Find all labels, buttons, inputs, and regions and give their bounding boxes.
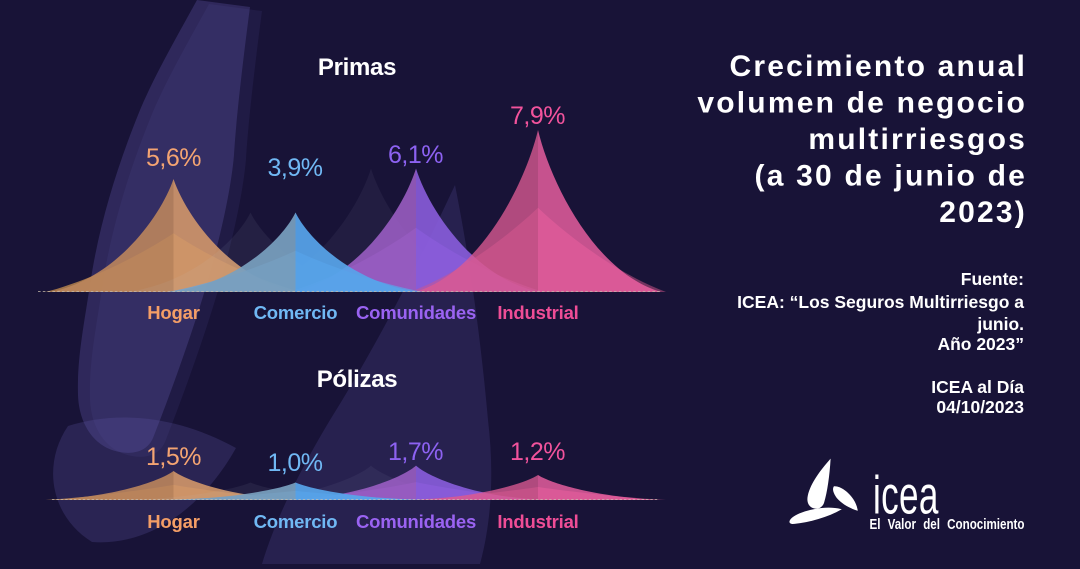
svg-text:volumen de negocio: volumen de negocio xyxy=(697,87,1027,120)
svg-text:Industrial: Industrial xyxy=(497,302,578,323)
svg-text:icea: icea xyxy=(873,465,939,525)
svg-text:5,6%: 5,6% xyxy=(146,144,201,172)
svg-text:Comunidades: Comunidades xyxy=(356,302,476,323)
svg-text:Comunidades: Comunidades xyxy=(356,511,476,532)
svg-text:multirriesgos: multirriesgos xyxy=(808,123,1027,156)
svg-text:7,9%: 7,9% xyxy=(510,102,565,130)
svg-text:ICEA: “Los Seguros Multirriesg: ICEA: “Los Seguros Multirriesgo a xyxy=(737,292,1024,312)
svg-text:1,5%: 1,5% xyxy=(146,443,201,471)
svg-text:1,7%: 1,7% xyxy=(388,438,443,466)
svg-text:Pólizas: Pólizas xyxy=(317,366,398,393)
svg-text:Comercio: Comercio xyxy=(254,302,338,323)
svg-text:ICEA al Día: ICEA al Día xyxy=(931,377,1024,397)
svg-text:Fuente:: Fuente: xyxy=(961,269,1024,289)
svg-text:3,9%: 3,9% xyxy=(268,154,323,182)
svg-text:Año 2023”: Año 2023” xyxy=(937,334,1024,354)
svg-text:(a 30 de junio de: (a 30 de junio de xyxy=(755,160,1027,193)
svg-text:1,0%: 1,0% xyxy=(268,449,323,477)
svg-text:El Valor del Conocimiento: El Valor del Conocimiento xyxy=(869,516,1024,533)
svg-text:Crecimiento anual: Crecimiento anual xyxy=(730,50,1027,83)
svg-text:Hogar: Hogar xyxy=(147,511,199,532)
svg-text:Primas: Primas xyxy=(318,54,396,81)
svg-text:Hogar: Hogar xyxy=(147,302,199,323)
svg-text:Industrial: Industrial xyxy=(497,511,578,532)
svg-text:2023): 2023) xyxy=(939,196,1027,229)
svg-text:Comercio: Comercio xyxy=(254,511,338,532)
svg-text:junio.: junio. xyxy=(976,314,1024,334)
svg-text:6,1%: 6,1% xyxy=(388,141,443,169)
svg-text:04/10/2023: 04/10/2023 xyxy=(936,397,1024,417)
svg-text:1,2%: 1,2% xyxy=(510,438,565,466)
